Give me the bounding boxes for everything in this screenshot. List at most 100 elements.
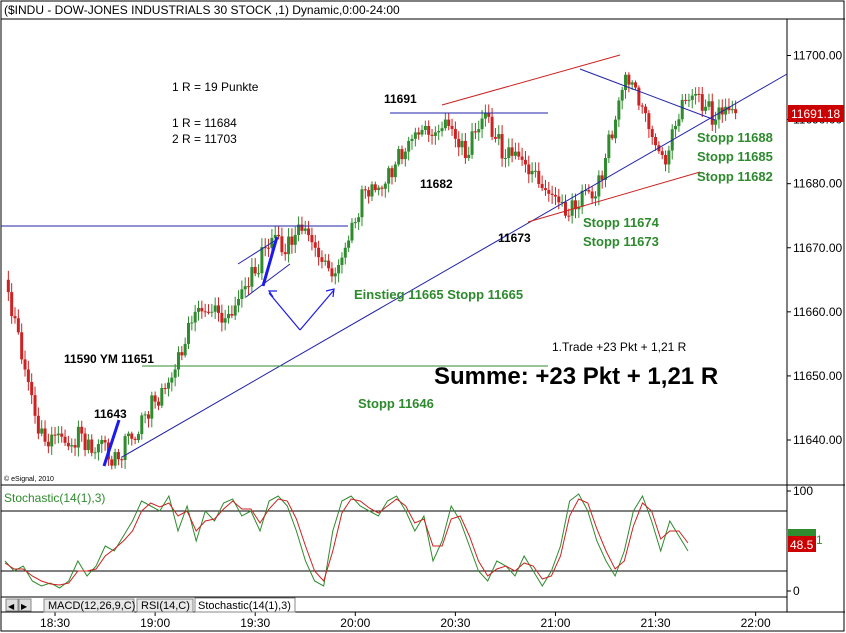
candle-body [427, 125, 431, 135]
tab-macd-label: MACD(12,26,9,C) [48, 600, 135, 612]
annotations: 1 R = 19 Punkte 1 R = 11684 2 R = 11703 … [4, 80, 773, 483]
price-tick-label: 11700.00 [793, 49, 842, 63]
red-channel-lower [527, 171, 701, 223]
candle-body [120, 459, 124, 461]
candle-body [166, 382, 170, 389]
time-tick-label: 18:30 [40, 616, 70, 630]
candle-body [530, 170, 534, 175]
flag-lower-line [245, 263, 291, 298]
main-uptrend-line [121, 73, 788, 458]
candle-body [283, 252, 287, 255]
time-tick-label: 20:00 [340, 616, 370, 630]
candle-body [243, 286, 247, 290]
candle-body [654, 137, 658, 146]
candle-body [440, 128, 444, 132]
candle-body [233, 305, 237, 316]
candle-body [207, 311, 211, 313]
arrow-right [299, 289, 335, 331]
tab-stochastic-label: Stochastic(14(1),3) [198, 600, 291, 612]
candle-body [377, 187, 381, 191]
candle-body [684, 99, 688, 101]
candle-body [620, 89, 624, 101]
candle-body [227, 314, 231, 319]
candle-body [490, 116, 494, 137]
candle-body [477, 129, 481, 133]
time-tick-label: 21:30 [641, 616, 671, 630]
candle-body [604, 158, 608, 180]
candle-body [143, 414, 147, 416]
candle-body [647, 113, 651, 130]
arrow-left-head [267, 290, 277, 298]
candle-body [146, 414, 150, 419]
label-summe: Summe: +23 Pkt + 1,21 R [434, 363, 718, 390]
time-tick-label: 21:00 [540, 616, 570, 630]
candle-body [223, 318, 227, 323]
candle-body [707, 101, 711, 107]
candle-body [397, 149, 401, 165]
candle-body [253, 267, 257, 274]
candle-body [140, 415, 144, 435]
candle-body [644, 106, 648, 114]
candle-body [423, 125, 427, 131]
candle-body [103, 440, 107, 443]
candle-body [550, 193, 554, 195]
candle-body [677, 119, 681, 126]
stoch-series-line [4, 493, 689, 589]
candle-body [714, 119, 718, 125]
tab-macd[interactable] [43, 598, 135, 613]
candle-body [567, 215, 571, 217]
candle-body [217, 305, 221, 313]
candle-body [470, 131, 474, 155]
candle-body [183, 343, 187, 356]
candle-body [196, 307, 200, 312]
candle-body [537, 170, 541, 184]
tab-rsi-label: RSI(14,C) [141, 600, 190, 612]
tab-scroll-right[interactable] [18, 598, 32, 612]
thrust-bar-upper [261, 236, 279, 287]
label-stopp-11673: Stopp 11673 [583, 234, 659, 249]
candle-body [510, 147, 514, 156]
candle-layer [6, 71, 738, 470]
arrow-right-head [325, 288, 335, 298]
candle-body [363, 189, 367, 191]
tab-scroll-left[interactable] [5, 598, 19, 612]
candle-body [76, 426, 80, 448]
candle-body [687, 99, 691, 101]
candle-body [710, 101, 714, 125]
candle-body [287, 236, 291, 255]
candle-body [407, 140, 411, 152]
candle-body [533, 170, 537, 172]
price-tick-label: 11640.00 [793, 433, 842, 447]
candle-body [350, 222, 354, 241]
candle-body [357, 217, 361, 223]
label-stopp-11674: Stopp 11674 [583, 215, 660, 230]
candle-body [497, 134, 501, 139]
price-tick-label: 11650.00 [793, 369, 842, 383]
candle-body [90, 439, 94, 453]
candle-body [310, 235, 314, 243]
candle-body [640, 105, 644, 107]
candle-body [16, 318, 20, 333]
tab-stochastic[interactable] [194, 597, 296, 613]
candle-body [730, 109, 734, 111]
candle-body [614, 119, 618, 139]
candle-body [460, 140, 464, 148]
candle-body [70, 445, 74, 447]
candle-body [263, 247, 267, 249]
candle-body [517, 151, 521, 157]
time-tick-label: 19:30 [240, 616, 270, 630]
candle-body [607, 134, 611, 159]
candle-body [577, 206, 581, 210]
candle-body [156, 401, 160, 406]
candle-body [20, 332, 24, 360]
candle-body [40, 428, 44, 434]
stoch-tick-label: 0 [793, 584, 800, 598]
candle-body [724, 106, 728, 115]
candle-body [420, 130, 424, 135]
candle-body [210, 311, 214, 313]
candle-body [527, 164, 531, 175]
candle-body [297, 224, 301, 235]
r1-level: 1 R = 11684 [172, 116, 237, 130]
tab-rsi[interactable] [136, 598, 194, 613]
